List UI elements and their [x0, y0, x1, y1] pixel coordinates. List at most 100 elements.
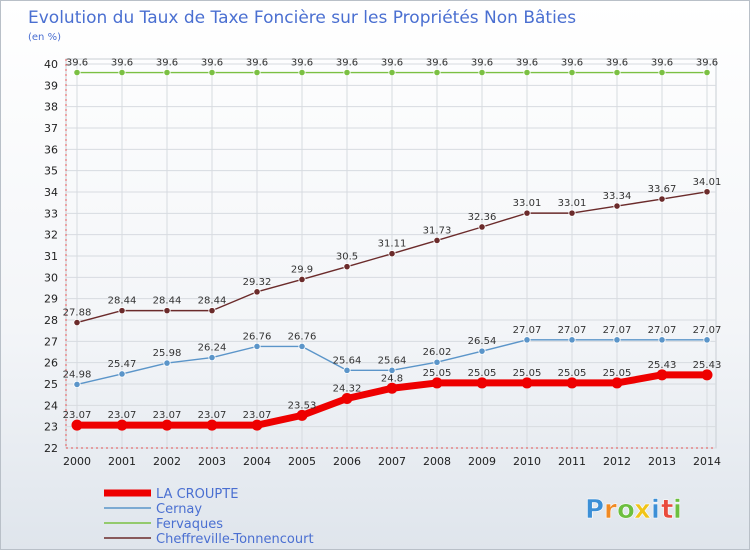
- data-label: 25.43: [648, 360, 677, 371]
- data-point: [566, 377, 578, 389]
- data-label: 29.32: [243, 277, 272, 288]
- data-point: [343, 68, 351, 77]
- data-point: [478, 68, 486, 77]
- data-point: [611, 377, 623, 389]
- data-point: [521, 377, 533, 389]
- y-tick-label: 30: [44, 271, 58, 284]
- data-point: [433, 358, 441, 366]
- legend-label: Cheffreville-Tonnencourt: [156, 532, 314, 547]
- data-point: [388, 366, 396, 374]
- data-point: [388, 250, 396, 258]
- data-point: [341, 393, 353, 405]
- x-tick-label: 2013: [648, 455, 676, 468]
- logo-letter: x: [634, 495, 651, 525]
- y-tick-label: 37: [44, 122, 58, 135]
- x-tick-label: 2001: [108, 455, 136, 468]
- data-label: 26.76: [288, 331, 317, 342]
- logo-letter: r: [604, 495, 617, 525]
- data-label: 31.11: [378, 239, 407, 250]
- data-label: 28.44: [153, 296, 182, 307]
- data-label: 25.43: [693, 360, 722, 371]
- data-point: [163, 307, 171, 315]
- data-label: 39.6: [426, 58, 448, 69]
- data-point: [568, 68, 576, 77]
- data-point: [613, 202, 621, 210]
- data-point: [73, 68, 81, 77]
- data-label: 27.07: [603, 325, 632, 336]
- legend-label: Fervaques: [156, 517, 223, 532]
- data-label: 26.02: [423, 347, 452, 358]
- data-label: 39.6: [291, 58, 313, 69]
- data-point: [523, 68, 531, 77]
- data-point: [701, 369, 713, 381]
- data-point: [208, 68, 216, 77]
- data-point: [386, 382, 398, 394]
- data-label: 26.76: [243, 331, 272, 342]
- data-point: [658, 195, 666, 203]
- data-label: 27.07: [648, 325, 677, 336]
- data-label: 39.6: [201, 58, 223, 69]
- data-point: [253, 288, 261, 296]
- data-label: 25.64: [333, 355, 362, 366]
- data-point: [298, 68, 306, 77]
- data-point: [476, 377, 488, 389]
- x-tick-label: 2009: [468, 455, 496, 468]
- data-point: [251, 419, 263, 431]
- data-label: 25.05: [513, 368, 542, 379]
- data-label: 27.88: [63, 308, 92, 319]
- data-point: [568, 209, 576, 217]
- data-label: 27.07: [513, 325, 542, 336]
- data-label: 33.01: [513, 198, 542, 209]
- x-tick-label: 2000: [63, 455, 91, 468]
- data-point: [71, 419, 83, 431]
- data-point: [118, 370, 126, 378]
- data-label: 33.01: [558, 198, 587, 209]
- data-point: [163, 359, 171, 367]
- data-point: [433, 236, 441, 245]
- data-point: [656, 369, 668, 381]
- logo-letter: i: [673, 495, 682, 525]
- y-tick-label: 40: [44, 58, 58, 71]
- data-label: 27.07: [558, 325, 587, 336]
- data-point: [523, 209, 531, 217]
- data-point: [433, 68, 441, 77]
- data-label: 34.01: [693, 177, 722, 188]
- x-tick-label: 2005: [288, 455, 316, 468]
- data-label: 25.05: [468, 368, 497, 379]
- data-point: [478, 223, 486, 231]
- x-tick-label: 2002: [153, 455, 181, 468]
- data-label: 27.07: [693, 325, 722, 336]
- data-point: [73, 318, 81, 327]
- y-axis: 22 23 24 25 26 27 28 29 30 31 32 33 34 35 36 37 38 39 40: [44, 58, 67, 455]
- data-label: 24.98: [63, 369, 92, 380]
- data-label: 39.6: [156, 58, 178, 69]
- data-label: 32.36: [468, 212, 497, 223]
- data-point: [658, 68, 666, 77]
- x-tick-label: 2006: [333, 455, 361, 468]
- data-label: 33.34: [603, 191, 632, 202]
- data-label: 23.07: [243, 410, 272, 421]
- y-tick-label: 24: [44, 399, 58, 412]
- data-label: 23.53: [288, 400, 317, 411]
- data-label: 23.07: [198, 410, 227, 421]
- data-point: [703, 68, 711, 77]
- data-point: [523, 336, 531, 344]
- data-point: [116, 419, 128, 431]
- unit-label: (en %): [28, 32, 61, 43]
- data-label: 23.07: [153, 410, 182, 421]
- data-point: [298, 275, 306, 284]
- x-tick-label: 2014: [693, 455, 721, 468]
- x-tick-label: 2008: [423, 455, 451, 468]
- data-point: [206, 419, 218, 431]
- data-point: [298, 342, 306, 351]
- y-tick-label: 33: [44, 207, 58, 220]
- y-tick-label: 32: [44, 229, 58, 242]
- data-point: [343, 366, 351, 374]
- data-label: 28.44: [108, 296, 137, 307]
- data-label: 39.6: [471, 58, 493, 69]
- data-label: 25.47: [108, 359, 137, 370]
- y-tick-label: 22: [44, 442, 58, 455]
- x-tick-label: 2010: [513, 455, 541, 468]
